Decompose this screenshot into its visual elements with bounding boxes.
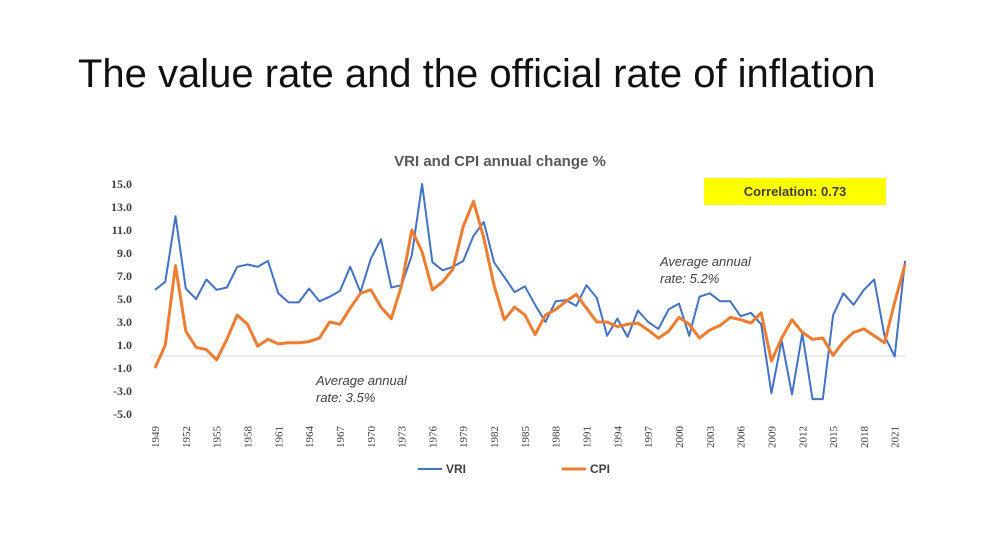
x-tick-label: 1949 [150, 426, 162, 449]
series-line-cpi [153, 199, 907, 369]
correlation-highlight [704, 178, 886, 205]
x-tick-label: 2006 [736, 426, 748, 449]
annotation-line: rate: 5.2% [660, 271, 719, 286]
x-tick-label: 2018 [859, 426, 871, 449]
x-tick-label: 1976 [427, 426, 439, 449]
x-tick-label: 1973 [397, 426, 409, 449]
annotation-vri-average: Average annual rate: 5.2% [659, 254, 752, 286]
y-tick-label: 5.0 [117, 292, 132, 306]
annotation-cpi-average: Average annual rate: 3.5% [315, 373, 408, 405]
x-tick-label: 1994 [612, 426, 624, 449]
y-tick-label: -3.0 [113, 384, 132, 398]
annotation-line: rate: 3.5% [316, 390, 375, 405]
y-tick-label: -1.0 [113, 361, 132, 375]
slide-title: The value rate and the official rate of … [78, 52, 876, 96]
x-tick-label: 1970 [366, 426, 378, 449]
x-tick-label: 1991 [582, 426, 594, 448]
y-tick-label: -5.0 [113, 407, 132, 421]
x-tick-label: 2000 [674, 426, 686, 449]
x-tick-label: 2003 [705, 426, 717, 449]
y-tick-label: 9.0 [117, 246, 132, 260]
series-line-vri [154, 183, 906, 401]
legend: VRI CPI [418, 462, 610, 476]
y-tick-label: 13.0 [111, 200, 132, 214]
y-tick-label: 3.0 [117, 315, 132, 329]
y-tick-label: 15.0 [111, 177, 132, 191]
y-tick-label: 11.0 [112, 223, 132, 237]
chart-title: VRI and CPI annual change % [394, 153, 606, 170]
y-tick-label: 7.0 [117, 269, 132, 283]
x-tick-label: 1982 [489, 426, 501, 448]
annotation-line: Average annual [659, 254, 752, 269]
x-tick-label: 1964 [304, 426, 316, 449]
x-tick-label: 1967 [335, 426, 347, 449]
y-axis-ticks: 15.0 13.0 11.0 9.0 7.0 5.0 3.0 1.0 -1.0 -3.0 -5.0 [111, 177, 132, 421]
x-tick-label: 2015 [828, 426, 840, 449]
correlation-label: Correlation: 0.73 [744, 184, 847, 199]
x-tick-label: 2021 [890, 426, 902, 448]
x-tick-label: 1955 [212, 426, 224, 449]
correlation-badge: Correlation: 0.73 [704, 178, 886, 205]
x-tick-label: 1979 [458, 426, 470, 449]
x-tick-label: 1961 [273, 426, 285, 448]
annotation-line: Average annual [315, 373, 408, 388]
y-tick-label: 1.0 [117, 338, 132, 352]
x-axis-ticks: 1949 1952 1955 1958 1961 1964 1967 1970 1973 1976… [150, 426, 902, 449]
x-tick-label: 2012 [797, 426, 809, 448]
legend-label-cpi: CPI [590, 462, 610, 476]
x-tick-label: 1958 [242, 426, 254, 449]
x-tick-label: 1997 [643, 426, 655, 449]
legend-label-vri: VRI [446, 462, 466, 476]
x-tick-label: 1985 [520, 426, 532, 449]
x-tick-label: 1988 [551, 426, 563, 449]
x-tick-label: 2009 [766, 426, 778, 449]
x-tick-label: 1952 [181, 426, 193, 448]
